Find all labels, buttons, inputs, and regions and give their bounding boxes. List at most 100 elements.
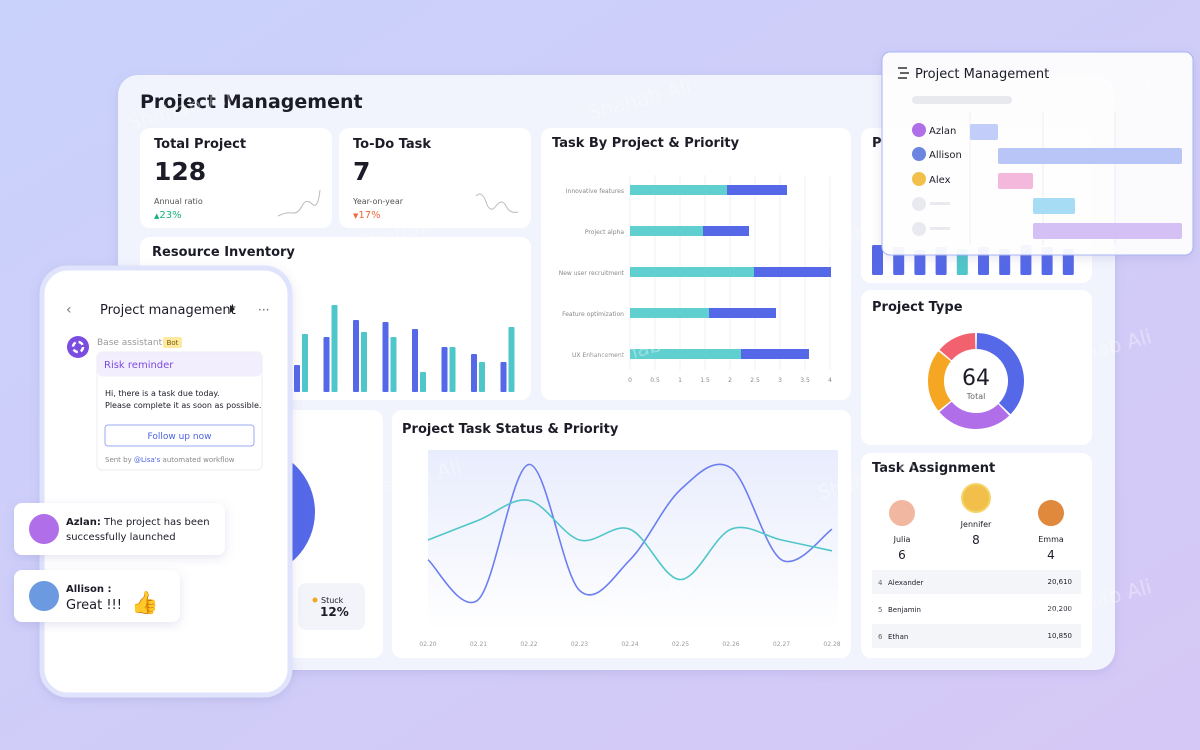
card-title: Task Assignment — [872, 461, 995, 476]
chat-name: Allison : — [66, 584, 111, 595]
gantt-person: Alex — [929, 175, 951, 186]
bar — [331, 305, 338, 392]
y-tick-label: New user recruitment — [559, 270, 625, 277]
more-button[interactable]: ··· — [258, 303, 269, 317]
chat-name: Azlan: — [66, 517, 101, 528]
chart-area — [428, 450, 838, 630]
x-tick-label: 3.5 — [800, 377, 810, 384]
avatar — [912, 197, 926, 211]
bar-segment — [630, 308, 709, 318]
x-tick-label: 0.5 — [650, 377, 660, 384]
line — [427, 499, 833, 581]
donut-segment — [939, 401, 1010, 429]
bar — [471, 354, 477, 392]
chart-title: Resource Inventory — [152, 245, 295, 260]
avatar — [912, 147, 926, 161]
table-row — [872, 570, 1081, 594]
bar — [390, 337, 397, 392]
bar — [914, 250, 926, 275]
placeholder — [912, 96, 1012, 104]
chat-bubble — [14, 570, 180, 622]
sparkline — [277, 189, 321, 217]
chart-title: P — [872, 136, 882, 151]
phone-title: Project management — [100, 303, 236, 318]
line — [427, 463, 833, 604]
bar-segment — [754, 267, 831, 277]
donut-segment — [976, 333, 1024, 415]
row-name: Benjamin — [888, 606, 921, 614]
bar — [420, 372, 426, 392]
x-tick-label: 02.23 — [571, 641, 588, 648]
button-label[interactable]: Follow up now — [148, 432, 212, 442]
sender: Base assistant — [97, 338, 163, 348]
bar — [323, 337, 330, 392]
bar-segment — [703, 226, 749, 236]
row-value: 20,610 — [1048, 578, 1073, 586]
x-tick-label: 3 — [778, 377, 782, 384]
status-label: Stuck — [321, 596, 344, 605]
card-note: Annual ratio — [154, 197, 203, 206]
card-title: To-Do Task — [353, 137, 431, 152]
card — [541, 128, 851, 400]
x-tick-label: 4 — [828, 377, 832, 384]
x-tick-label: 0 — [628, 377, 632, 384]
status-dot — [312, 597, 318, 603]
avatar — [29, 581, 59, 611]
x-tick-label: 02.22 — [520, 641, 537, 648]
status-value: 12% — [320, 605, 349, 619]
sparkline — [475, 193, 519, 213]
row-index: 6 — [878, 633, 883, 641]
caret — [230, 305, 235, 313]
follow-button[interactable] — [104, 424, 255, 447]
message-header — [97, 352, 262, 377]
y-tick-label: Project alpha — [585, 229, 624, 236]
table-row — [872, 597, 1081, 621]
message-title: Risk reminder — [104, 360, 174, 371]
chat-text: successfully launched — [66, 532, 176, 543]
bar — [412, 329, 418, 392]
gantt-bar — [998, 173, 1033, 189]
gantt-title: Project Management — [915, 67, 1049, 82]
card-change: ▲23% — [154, 210, 182, 221]
bar — [302, 334, 308, 392]
gantt-bar — [1033, 223, 1182, 239]
card-title: Total Project — [154, 137, 246, 152]
person-name: Jennifer — [960, 520, 992, 529]
avatar — [912, 172, 926, 186]
x-tick-label: 02.27 — [773, 641, 790, 648]
x-tick-label: 1 — [678, 377, 682, 384]
card — [861, 290, 1092, 445]
bar — [441, 347, 448, 392]
donut-segment — [928, 351, 952, 411]
back-button[interactable]: ‹ — [66, 302, 72, 318]
bar-segment — [709, 308, 776, 318]
mention: @Lisa's — [134, 456, 161, 464]
bar — [449, 347, 456, 392]
avatar — [29, 514, 59, 544]
y-tick-label: Innovative features — [566, 188, 624, 195]
person-name: Emma — [1038, 535, 1064, 544]
y-tick-label: UX Enhancement — [572, 352, 625, 359]
card-change: ▼17% — [353, 210, 381, 221]
x-tick-label: 02.21 — [470, 641, 487, 648]
bar-segment — [727, 185, 787, 195]
row-index: 4 — [878, 579, 883, 587]
change-text: 17% — [358, 210, 380, 221]
y-tick-label: Feature optimization — [562, 311, 624, 318]
x-tick-label: 02.26 — [722, 641, 739, 648]
bot-avatar — [67, 336, 89, 358]
bar-segment — [630, 185, 727, 195]
x-tick-label: 02.25 — [672, 641, 689, 648]
thumbs-up: 👍 — [131, 590, 158, 616]
x-tick-label: 02.20 — [419, 641, 436, 648]
bar-segment — [630, 349, 741, 359]
message-footer: Sent by @Lisa's automated workflow — [105, 456, 235, 464]
donut-segment — [939, 333, 976, 361]
bar-segment — [741, 349, 809, 359]
status-box — [298, 583, 365, 630]
avatar — [912, 123, 926, 137]
gantt-person: Azlan — [929, 126, 956, 137]
badge-text: Bot — [167, 339, 179, 347]
x-tick-label: 2 — [728, 377, 732, 384]
chat-bubble — [14, 503, 225, 555]
